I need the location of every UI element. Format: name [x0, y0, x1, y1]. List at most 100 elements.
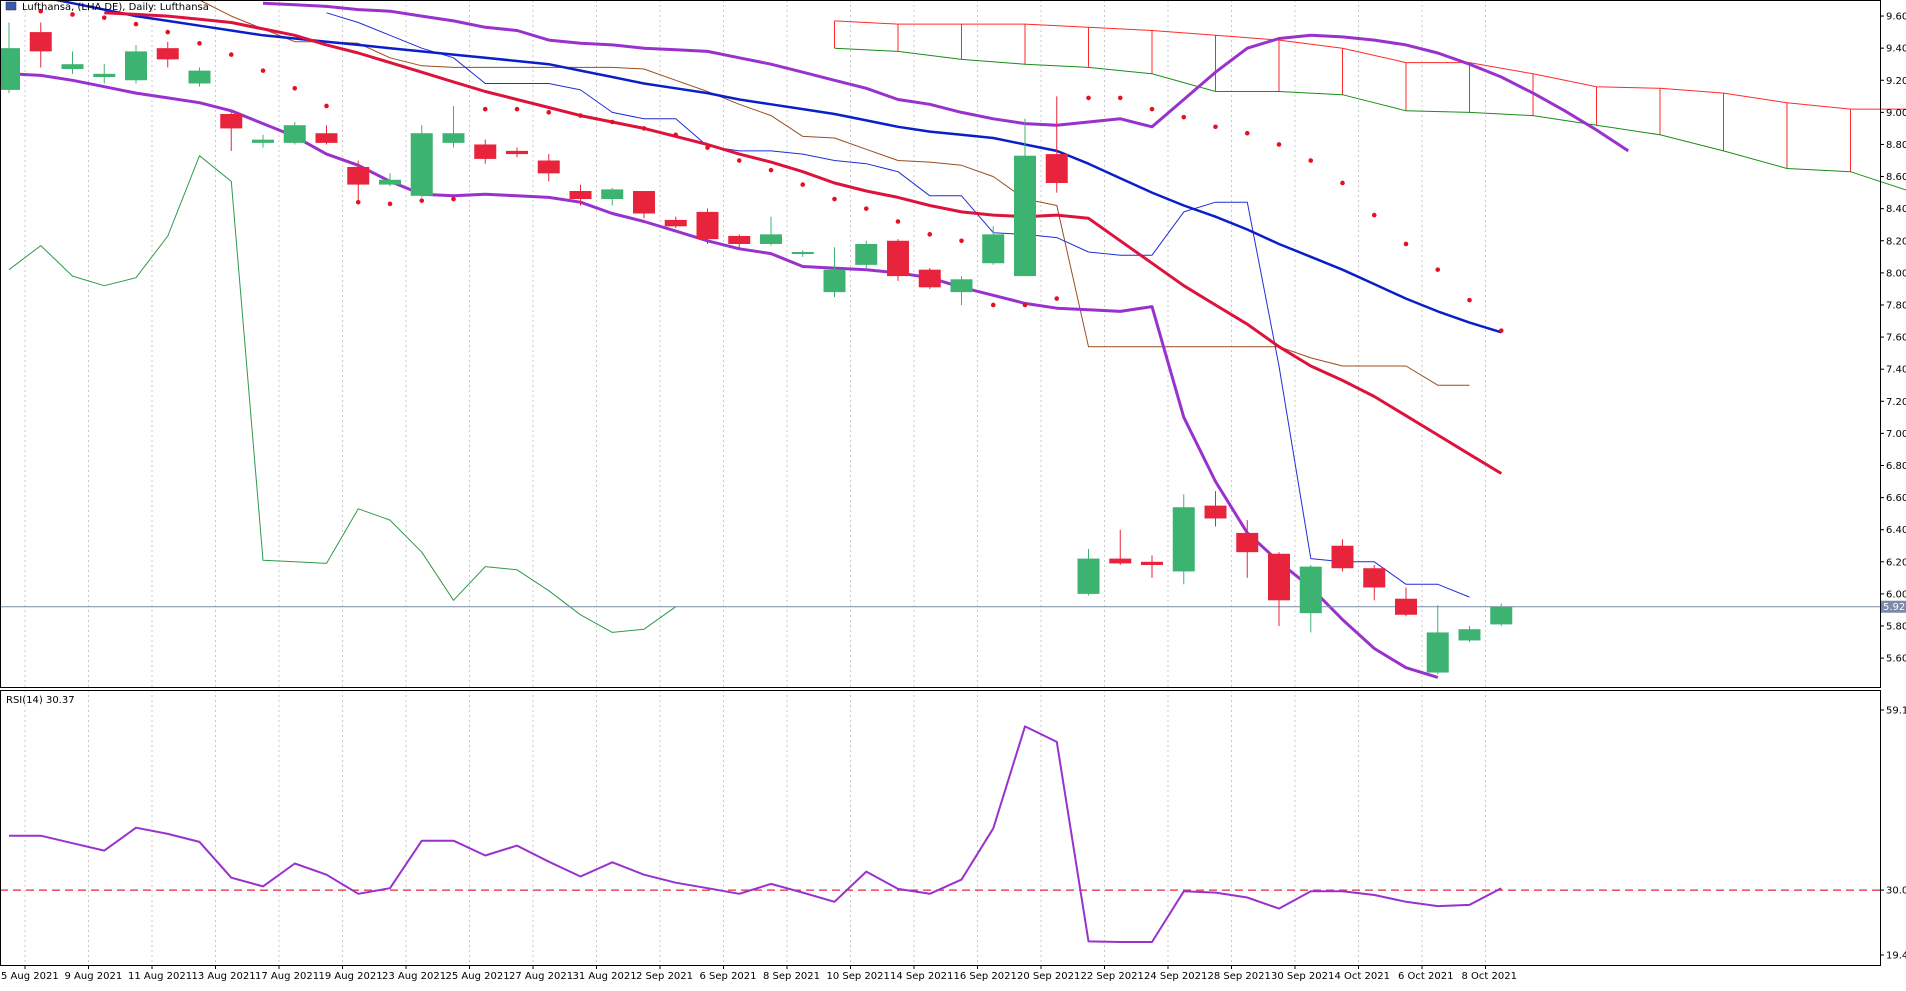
candle-body[interactable] — [506, 150, 528, 155]
candle-body[interactable] — [791, 252, 814, 255]
candle-body[interactable] — [1172, 507, 1195, 572]
candle[interactable] — [410, 125, 433, 198]
candle-body[interactable] — [760, 234, 782, 244]
candle[interactable] — [125, 44, 147, 84]
date-tick-label: 25 Aug 2021 — [446, 971, 510, 982]
candle-body[interactable] — [633, 191, 655, 214]
candle-body[interactable] — [1268, 553, 1290, 601]
candle-body[interactable] — [188, 70, 211, 84]
candle-body[interactable] — [569, 191, 592, 200]
candle[interactable] — [823, 247, 846, 297]
candle-body[interactable] — [950, 279, 973, 293]
candle-body[interactable] — [347, 166, 370, 185]
candle[interactable] — [1299, 565, 1322, 633]
candle-body[interactable] — [728, 235, 751, 244]
candle[interactable] — [1268, 552, 1290, 627]
candle-body[interactable] — [1236, 532, 1259, 553]
candle-body[interactable] — [982, 234, 1005, 264]
candle[interactable] — [1204, 491, 1227, 527]
candle[interactable] — [601, 187, 624, 206]
candle[interactable] — [1363, 565, 1386, 601]
candles[interactable] — [0, 22, 1513, 675]
candle[interactable] — [633, 191, 655, 219]
candle[interactable] — [379, 173, 401, 187]
candle[interactable] — [1458, 626, 1481, 643]
candle[interactable] — [283, 121, 306, 145]
candle[interactable] — [569, 184, 592, 206]
candle[interactable] — [61, 51, 84, 74]
candle-body[interactable] — [1014, 155, 1036, 277]
candle[interactable] — [1141, 555, 1163, 578]
candle[interactable] — [29, 22, 52, 68]
candle[interactable] — [1395, 587, 1417, 617]
candle-body[interactable] — [1109, 558, 1132, 564]
candle-body[interactable] — [474, 144, 497, 159]
candle[interactable] — [855, 240, 878, 269]
candle-body[interactable] — [61, 64, 84, 70]
candle[interactable] — [1109, 529, 1132, 566]
candle-body[interactable] — [125, 51, 147, 81]
candle[interactable] — [347, 160, 370, 203]
candle-body[interactable] — [1490, 606, 1513, 625]
candle-body[interactable] — [887, 240, 909, 277]
candle-body[interactable] — [1363, 568, 1386, 588]
candle-body[interactable] — [220, 113, 243, 129]
candle[interactable] — [220, 112, 243, 151]
candle[interactable] — [442, 105, 465, 148]
candle-body[interactable] — [1395, 598, 1417, 615]
candle-body[interactable] — [1141, 561, 1163, 566]
candle[interactable] — [982, 226, 1005, 265]
candle[interactable] — [1426, 605, 1449, 675]
candle-body[interactable] — [537, 160, 560, 174]
candle-body[interactable] — [1299, 566, 1322, 614]
candle-body[interactable] — [918, 269, 941, 288]
candle-body[interactable] — [696, 211, 719, 240]
candle[interactable] — [1045, 96, 1068, 193]
candle[interactable] — [728, 234, 751, 249]
candle-body[interactable] — [93, 73, 116, 78]
candle[interactable] — [950, 276, 973, 305]
candle-body[interactable] — [1458, 629, 1481, 641]
candle[interactable] — [1236, 520, 1259, 578]
candle-body[interactable] — [252, 139, 274, 143]
candle-body[interactable] — [442, 133, 465, 143]
candle-body[interactable] — [1426, 632, 1449, 673]
candle-body[interactable] — [315, 133, 338, 143]
candle[interactable] — [474, 139, 497, 164]
candle-body[interactable] — [855, 243, 878, 265]
candle[interactable] — [1172, 494, 1195, 585]
candle-body[interactable] — [1077, 558, 1100, 594]
candle[interactable] — [887, 239, 909, 281]
candle[interactable] — [0, 22, 20, 94]
candle[interactable] — [696, 208, 719, 244]
candle[interactable] — [506, 147, 528, 158]
candle[interactable] — [1014, 118, 1036, 277]
candle-body[interactable] — [379, 179, 401, 185]
candle-body[interactable] — [29, 32, 52, 52]
candle[interactable] — [252, 134, 274, 148]
candle-body[interactable] — [601, 189, 624, 200]
candle[interactable] — [315, 125, 338, 145]
candle[interactable] — [537, 154, 560, 182]
candle[interactable] — [1490, 603, 1513, 627]
candle-body[interactable] — [0, 48, 20, 90]
candle[interactable] — [918, 268, 941, 289]
candle-body[interactable] — [664, 219, 687, 227]
candle[interactable] — [188, 67, 211, 87]
rsi-panel[interactable] — [0, 725, 1880, 943]
candle-body[interactable] — [283, 125, 306, 143]
candle[interactable] — [1077, 548, 1100, 596]
candle-body[interactable] — [410, 133, 433, 196]
candle[interactable] — [760, 216, 782, 246]
candle-body[interactable] — [823, 269, 846, 293]
candle[interactable] — [93, 64, 116, 84]
candle[interactable] — [1331, 539, 1354, 572]
candle-body[interactable] — [1045, 154, 1068, 183]
candle-body[interactable] — [156, 48, 179, 60]
candle[interactable] — [791, 250, 814, 257]
candle-body[interactable] — [1204, 505, 1227, 519]
candle[interactable] — [156, 41, 179, 68]
candle[interactable] — [664, 216, 687, 228]
candle-body[interactable] — [1331, 545, 1354, 569]
